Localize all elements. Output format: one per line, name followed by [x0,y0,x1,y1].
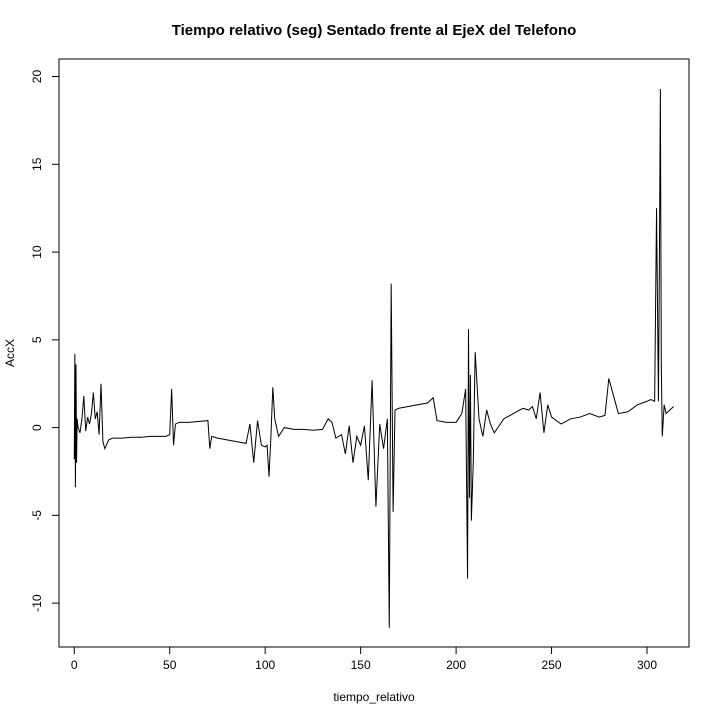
chart-title: Tiempo relativo (seg) Sentado frente al … [172,22,577,39]
x-tick-label: 50 [163,658,177,672]
x-tick-label: 300 [637,658,657,672]
y-tick-label: -5 [30,510,44,521]
y-tick-label: 20 [30,70,44,84]
y-tick-label: 10 [30,245,44,259]
y-tick-label: 5 [30,336,44,343]
x-tick-label: 200 [446,658,466,672]
y-axis-label: AccX [3,339,17,367]
x-axis-label: tiempo_relativo [333,690,415,704]
y-tick-label: 15 [30,157,44,171]
series-layer [73,88,675,628]
x-tick-label: 150 [351,658,371,672]
y-tick-label: 0 [30,424,44,431]
x-tick-label: 0 [71,658,78,672]
series-line [73,88,675,628]
y-tick-label: -10 [30,594,44,612]
y-axis-ticks: -10 -5 0 5 10 15 20 [30,70,59,612]
x-tick-label: 250 [542,658,562,672]
x-axis-ticks: 0 50 100 150 200 250 300 [71,646,657,672]
x-tick-label: 100 [255,658,275,672]
